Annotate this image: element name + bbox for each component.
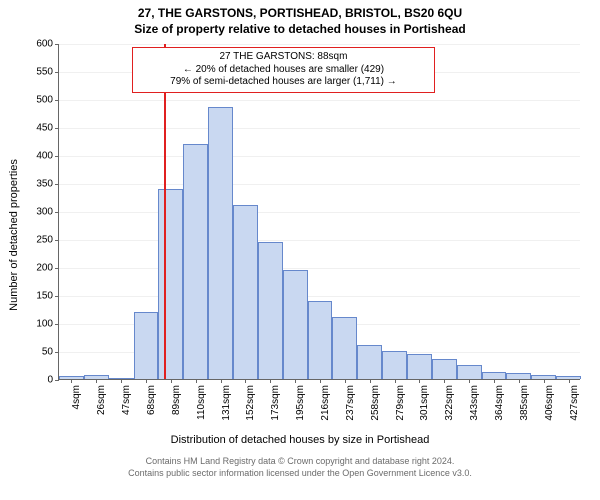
y-axis-label: Number of detached properties	[8, 159, 20, 311]
x-tick-label: 152sqm	[245, 385, 256, 421]
histogram-bar	[158, 189, 183, 379]
x-tick-label: 68sqm	[146, 385, 157, 415]
y-tick-label: 150	[36, 291, 59, 302]
info-line-2: ← 20% of detached houses are smaller (42…	[139, 64, 428, 77]
histogram-bar	[382, 351, 407, 379]
histogram-bar	[258, 242, 283, 379]
y-tick-label: 100	[36, 319, 59, 330]
x-tick-label: 131sqm	[221, 385, 232, 421]
x-tick-label: 364sqm	[494, 385, 505, 421]
plot-area: 27 THE GARSTONS: 88sqm ← 20% of detached…	[58, 44, 580, 380]
x-tick-label: 89sqm	[171, 385, 182, 415]
x-tick-label: 427sqm	[569, 385, 580, 421]
histogram-bar	[407, 354, 432, 379]
histogram-bar	[357, 345, 382, 379]
x-tick-label: 216sqm	[320, 385, 331, 421]
x-tick-label: 279sqm	[395, 385, 406, 421]
bars-group	[59, 44, 580, 379]
y-tick-label: 0	[47, 375, 59, 386]
histogram-bar	[233, 205, 258, 379]
property-info-box: 27 THE GARSTONS: 88sqm ← 20% of detached…	[132, 47, 435, 93]
x-tick-label: 47sqm	[121, 385, 132, 415]
info-line-1: 27 THE GARSTONS: 88sqm	[139, 51, 428, 64]
chart-container: Number of detached properties 27 THE GAR…	[0, 40, 600, 430]
chart-subtitle: Size of property relative to detached ho…	[0, 22, 600, 36]
y-tick-label: 200	[36, 263, 59, 274]
info-line-3: 79% of semi-detached houses are larger (…	[139, 76, 428, 89]
address-title: 27, THE GARSTONS, PORTISHEAD, BRISTOL, B…	[0, 6, 600, 20]
histogram-bar	[482, 372, 507, 379]
histogram-bar	[432, 359, 457, 379]
histogram-bar	[208, 107, 233, 379]
x-tick-label: 385sqm	[519, 385, 530, 421]
histogram-bar	[183, 144, 208, 379]
y-tick-label: 250	[36, 235, 59, 246]
histogram-bar	[332, 317, 357, 379]
footer-attribution: Contains HM Land Registry data © Crown c…	[0, 456, 600, 479]
x-tick-label: 301sqm	[419, 385, 430, 421]
y-tick-label: 500	[36, 95, 59, 106]
x-tick-label: 406sqm	[544, 385, 555, 421]
histogram-bar	[308, 301, 333, 379]
histogram-bar	[457, 365, 482, 379]
x-tick-label: 26sqm	[96, 385, 107, 415]
y-tick-label: 450	[36, 123, 59, 134]
x-tick-label: 4sqm	[71, 385, 82, 409]
chart-header: 27, THE GARSTONS, PORTISHEAD, BRISTOL, B…	[0, 0, 600, 36]
y-tick-label: 550	[36, 67, 59, 78]
x-tick-label: 237sqm	[345, 385, 356, 421]
x-tick-label: 110sqm	[196, 385, 207, 420]
histogram-bar	[283, 270, 308, 379]
y-tick-label: 400	[36, 151, 59, 162]
x-tick-label: 343sqm	[469, 385, 480, 421]
x-tick-label: 195sqm	[295, 385, 306, 421]
x-tick-label: 258sqm	[370, 385, 381, 421]
footer-line-2: Contains public sector information licen…	[0, 468, 600, 480]
y-tick-label: 50	[42, 347, 59, 358]
x-tick-label: 173sqm	[270, 385, 281, 421]
y-tick-label: 300	[36, 207, 59, 218]
x-tick-label: 322sqm	[444, 385, 455, 421]
y-tick-label: 350	[36, 179, 59, 190]
property-marker-line	[164, 44, 166, 379]
histogram-bar	[134, 312, 159, 379]
footer-line-1: Contains HM Land Registry data © Crown c…	[0, 456, 600, 468]
x-axis-label: Distribution of detached houses by size …	[0, 434, 600, 446]
y-tick-label: 600	[36, 39, 59, 50]
